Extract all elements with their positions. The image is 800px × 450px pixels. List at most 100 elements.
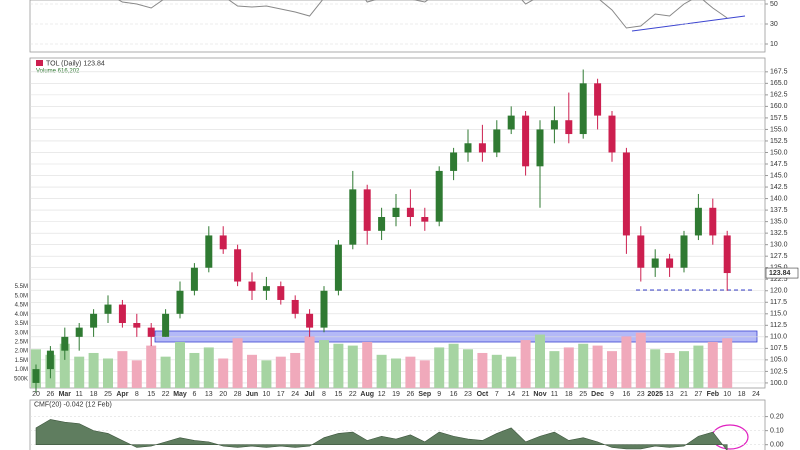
- volume-bar: [693, 345, 704, 388]
- volume-bar: [376, 354, 387, 388]
- x-tick-label: 26: [407, 391, 415, 398]
- x-tick-label: Aug: [360, 391, 374, 398]
- volume-bar: [535, 334, 545, 388]
- candle-body: [637, 235, 645, 268]
- legend-swatch: [36, 60, 43, 66]
- candle-body: [46, 350, 54, 370]
- y-tick-label: 130.0: [770, 242, 788, 249]
- y-tick-label: 10: [770, 41, 778, 48]
- y-tick-label: 107.5: [770, 345, 788, 352]
- x-tick-label: 16: [450, 391, 458, 398]
- y-tick-label: 127.5: [770, 253, 788, 260]
- x-tick-label: 7: [495, 391, 499, 398]
- x-tick-label: Jul: [305, 391, 315, 398]
- candle-body: [550, 120, 558, 130]
- volume-bar: [592, 345, 603, 388]
- volume-bar: [146, 345, 157, 388]
- volume-bar: [333, 343, 344, 388]
- y-tick-label: 102.5: [770, 368, 788, 375]
- candle-body: [306, 313, 314, 328]
- volume-bar: [563, 347, 574, 388]
- candle-body: [421, 217, 429, 222]
- volume-bar: [621, 336, 632, 388]
- candle-body: [450, 152, 458, 171]
- x-tick-label: 13: [205, 391, 213, 398]
- y-tick-label: 50: [770, 1, 778, 8]
- volume-bar: [391, 358, 401, 388]
- volume-bar: [635, 332, 646, 388]
- candle-body: [205, 235, 213, 268]
- volume-bar: [463, 349, 473, 388]
- y-tick-label: 105.0: [770, 357, 788, 364]
- volume-bar: [722, 338, 733, 388]
- x-tick-label: Sep: [418, 391, 431, 398]
- y-tick-label: 132.5: [770, 230, 788, 237]
- candle-body: [90, 313, 98, 328]
- volume-bar: [247, 354, 257, 388]
- volume-bar: [520, 340, 531, 388]
- volume-bar: [319, 340, 329, 388]
- candle-body: [507, 115, 515, 130]
- x-tick-label: Oct: [477, 391, 489, 398]
- candle-body: [133, 323, 141, 328]
- volume-tick-label: 2.5M: [15, 339, 28, 345]
- x-tick-label: 15: [335, 391, 343, 398]
- candle-body: [666, 258, 674, 268]
- volume-bar: [419, 360, 430, 388]
- volume-bar: [218, 358, 229, 388]
- y-tick-label: 160.0: [770, 103, 788, 110]
- x-tick-label: 8: [322, 391, 326, 398]
- volume-bar: [261, 360, 272, 388]
- y-tick-label: 117.5: [770, 299, 787, 306]
- rsi-panel: [29, 0, 766, 53]
- candle-body: [608, 115, 616, 153]
- volume-tick-label: 5.0M: [15, 293, 28, 299]
- y-tick-label: 0.10: [770, 427, 784, 434]
- volume-bar: [607, 351, 617, 388]
- y-tick-label: 110.0: [770, 334, 787, 341]
- y-tick-label: 30: [770, 21, 778, 28]
- x-tick-label: 18: [738, 391, 746, 398]
- y-tick-label: 167.5: [770, 69, 788, 76]
- candle-body: [118, 304, 126, 324]
- x-tick-label: 25: [579, 391, 587, 398]
- volume-bar: [232, 338, 243, 388]
- y-tick-label: 100.0: [770, 380, 788, 387]
- y-tick-label: 162.5: [770, 92, 788, 99]
- candle-body: [694, 207, 702, 236]
- volume-bar: [477, 352, 488, 388]
- volume-bar: [578, 343, 589, 388]
- candle-body: [579, 83, 587, 135]
- candle-body: [219, 235, 227, 250]
- x-tick-label: May: [173, 391, 187, 398]
- highlight-circle: [711, 424, 749, 450]
- y-tick-label: 135.0: [770, 218, 788, 225]
- candle-body: [234, 249, 242, 282]
- candle-body: [435, 170, 443, 222]
- volume-bar: [664, 352, 675, 388]
- x-tick-label: 11: [551, 391, 558, 398]
- x-tick-label: 16: [623, 391, 631, 398]
- volume-tick-label: 1.5M: [15, 358, 28, 364]
- x-tick-label: 22: [349, 391, 357, 398]
- candle-body: [334, 244, 342, 291]
- x-tick-label: 28: [234, 391, 242, 398]
- volume-bar: [304, 336, 315, 388]
- y-tick-label: 140.0: [770, 195, 788, 202]
- x-tick-label: 13: [666, 391, 674, 398]
- y-tick-label: 0.00: [770, 442, 784, 449]
- volume-tick-label: 500K: [14, 376, 28, 382]
- candle-body: [723, 235, 731, 274]
- volume-bar: [650, 349, 661, 388]
- x-tick-label: 15: [147, 391, 155, 398]
- volume-bar: [59, 343, 70, 388]
- y-tick-label: 142.5: [770, 184, 788, 191]
- candle-body: [478, 143, 486, 153]
- y-tick-label: 122.5: [770, 276, 788, 283]
- candle-body: [176, 290, 184, 314]
- x-tick-label: Jun: [246, 391, 258, 398]
- y-tick-label: 0.20: [770, 413, 784, 420]
- x-tick-label: Dec: [591, 391, 604, 398]
- support-zone: [154, 330, 758, 343]
- x-tick-label: 18: [90, 391, 98, 398]
